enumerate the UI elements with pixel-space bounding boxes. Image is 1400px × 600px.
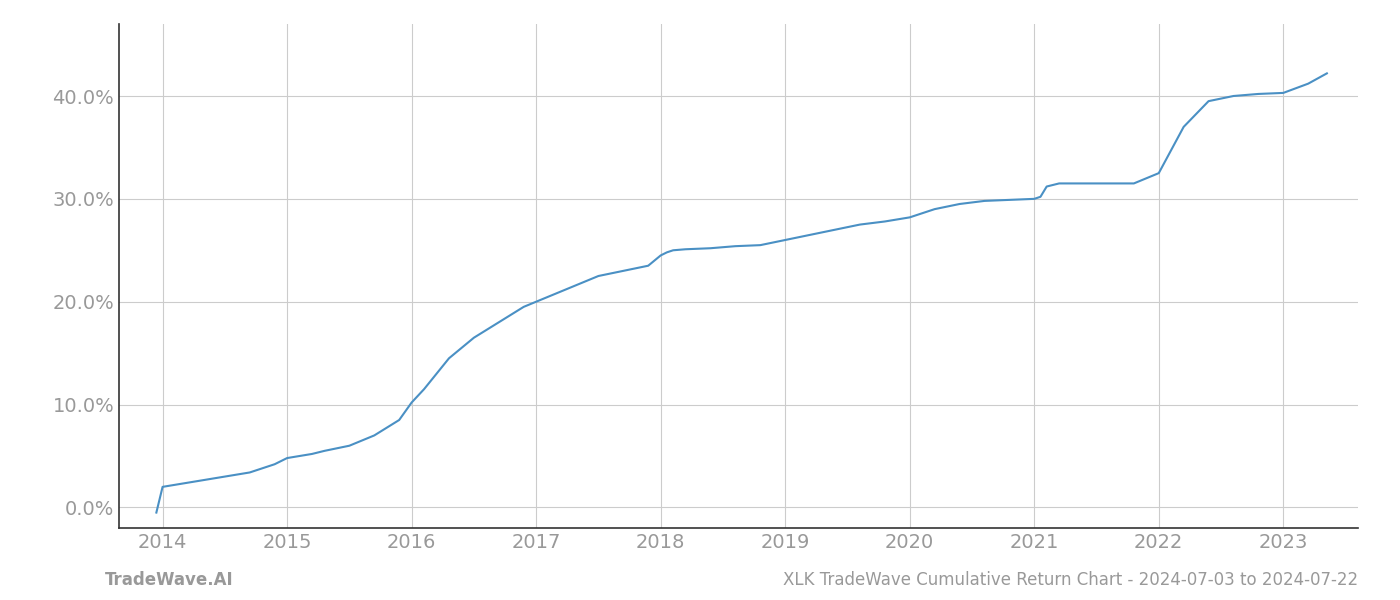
Text: TradeWave.AI: TradeWave.AI bbox=[105, 571, 234, 589]
Text: XLK TradeWave Cumulative Return Chart - 2024-07-03 to 2024-07-22: XLK TradeWave Cumulative Return Chart - … bbox=[783, 571, 1358, 589]
